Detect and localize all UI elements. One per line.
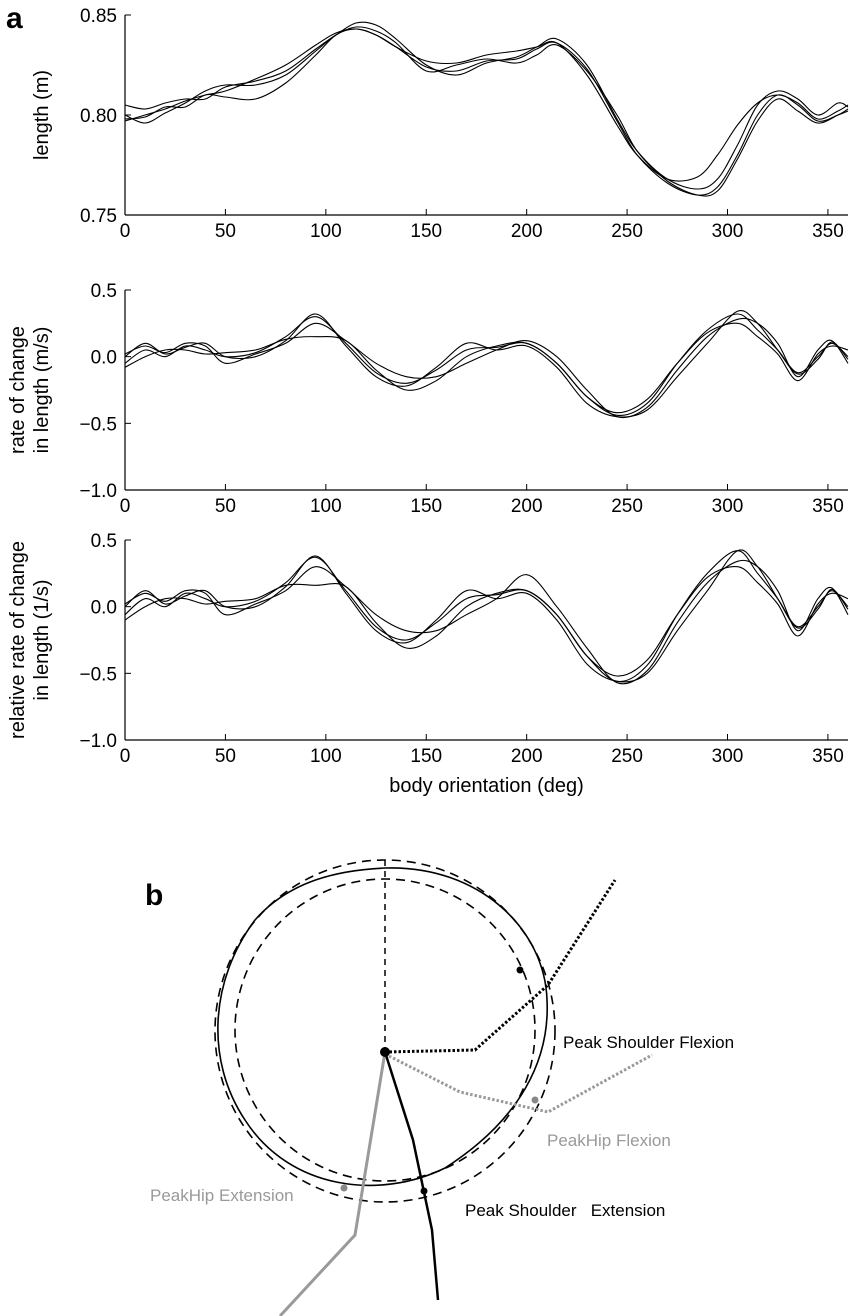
series-line-3 (124, 26, 849, 197)
y-tick-label: 0.85 (80, 6, 117, 27)
y-tick-label: 0.0 (91, 598, 117, 619)
x-tick-label: 200 (511, 746, 543, 767)
outer-dashed-circle (214, 859, 556, 1203)
shoulder-flexion-marker (516, 966, 524, 974)
chart-panel-1: 0 50 100 150 200 250 300 350 0.75 0.80 0.85 length … (31, 6, 849, 242)
x-tick-label: 350 (812, 496, 844, 517)
series-line-3 (124, 322, 849, 414)
x-tick-label: 50 (215, 496, 236, 517)
hip-extension-marker (340, 1184, 348, 1192)
x-tick-label: 300 (712, 746, 744, 767)
shoulder-extension-marker (420, 1187, 428, 1195)
x-tick-label: 50 (215, 746, 236, 767)
y-tick-label: 0.75 (80, 206, 117, 227)
y-tick-label: −0.5 (79, 664, 117, 685)
label-peak-hip-extension: PeakHip Extension (150, 1186, 294, 1205)
y-axis-label: rate of change (7, 326, 29, 454)
inner-dashed-circle (234, 878, 536, 1182)
chart-panel-3: 0 50 100 150 200 250 300 350 −1.0 −0.5 0.0 0.5 relat… (7, 531, 849, 797)
x-tick-label: 150 (410, 496, 442, 517)
y-tick-label: 0.5 (91, 531, 117, 552)
x-tick-label: 250 (611, 746, 643, 767)
panel-label-b: b (145, 879, 163, 912)
center-pivot-marker (380, 1047, 390, 1057)
x-tick-label: 300 (712, 221, 744, 242)
x-tick-label: 350 (812, 746, 844, 767)
series-line-3 (124, 566, 849, 677)
y-axis-label: relative rate of change (7, 541, 29, 739)
y-tick-label: 0.5 (91, 281, 117, 302)
y-axis-label: in length (m/s) (31, 327, 53, 454)
y-tick-label: −0.5 (79, 414, 117, 435)
x-tick-label: 150 (410, 221, 442, 242)
label-peak-shoulder-flexion: Peak Shoulder Flexion (563, 1033, 734, 1052)
x-tick-label: 250 (611, 221, 643, 242)
x-tick-label: 0 (120, 496, 131, 517)
x-tick-label: 150 (410, 746, 442, 767)
series-line-4 (124, 549, 849, 683)
x-tick-label: 0 (120, 746, 131, 767)
y-tick-label: −1.0 (79, 731, 117, 752)
series-line-2 (124, 559, 849, 685)
hip-flexion-marker (531, 1096, 539, 1104)
y-axis-label: length (m) (31, 70, 53, 160)
shoulder-flexion-line (384, 879, 617, 1054)
y-axis-label: in length (1/s) (31, 579, 53, 700)
y-tick-label: 0.80 (80, 106, 117, 127)
solid-trajectory-circle (217, 867, 548, 1187)
x-axis-label: body orientation (deg) (389, 775, 584, 797)
series-line-1 (124, 28, 849, 182)
x-tick-label: 200 (511, 221, 543, 242)
label-peak-hip-flexion: PeakHip Flexion (547, 1131, 671, 1150)
x-tick-label: 200 (511, 496, 543, 517)
x-tick-label: 100 (310, 496, 342, 517)
x-tick-label: 100 (310, 746, 342, 767)
y-tick-label: 0.0 (91, 348, 117, 369)
x-tick-label: 100 (310, 221, 342, 242)
charts-group: 0 50 100 150 200 250 300 350 0.75 0.80 0.85 length … (7, 6, 849, 797)
hip-flexion-line (384, 1052, 653, 1114)
x-tick-label: 300 (712, 496, 744, 517)
x-tick-label: 350 (812, 221, 844, 242)
chart-panel-2: 0 50 100 150 200 250 300 350 −1.0 −0.5 0.0 0.5 rate … (7, 281, 849, 517)
series-line-2 (124, 21, 849, 190)
orientation-diagram: b Peak Shoulder Flexion PeakHip Flexion … (145, 859, 734, 1316)
series-line-4 (124, 310, 849, 418)
hip-extension-line (278, 1051, 387, 1316)
x-tick-label: 0 (120, 221, 131, 242)
series-line-2 (124, 317, 849, 419)
shoulder-extension-line (383, 1051, 440, 1301)
x-tick-label: 250 (611, 496, 643, 517)
panel-label-a: a (6, 2, 23, 35)
series-line-1 (124, 313, 849, 417)
x-tick-label: 50 (215, 221, 236, 242)
series-line-1 (124, 550, 849, 683)
label-peak-shoulder-extension: Peak Shoulder Extension (465, 1201, 665, 1220)
series-line-4 (124, 28, 849, 196)
y-tick-label: −1.0 (79, 481, 117, 502)
